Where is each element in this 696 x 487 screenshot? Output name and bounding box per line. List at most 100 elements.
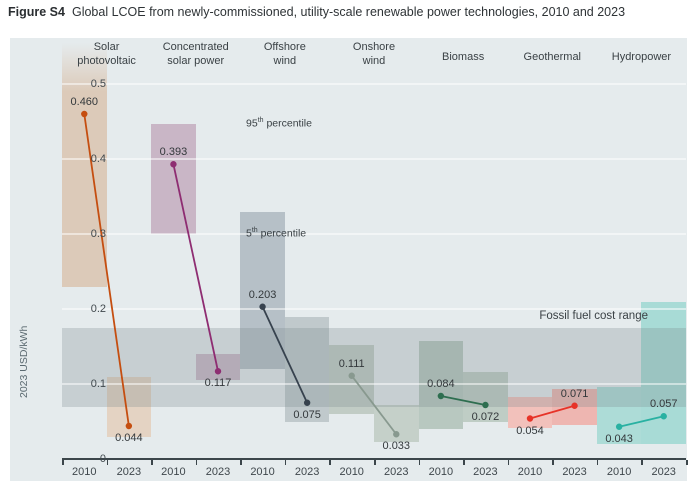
- data-point-onshore-wind-2010: [348, 372, 355, 379]
- tech-header-geothermal: Geothermal: [508, 41, 597, 65]
- x-label-onshore-wind-2023: 2023: [384, 466, 409, 478]
- x-tick: [284, 460, 287, 465]
- gridline-0.2: [62, 308, 686, 310]
- x-label-concentrated-solar-power-2023: 2023: [205, 466, 231, 478]
- y-tick-label-0: 0: [99, 453, 106, 465]
- data-point-hydropower-2010: [615, 423, 623, 430]
- x-label-hydropower-2010: 2010: [606, 466, 632, 478]
- value-label-concentrated-solar-power-2010: 0.393: [159, 146, 188, 159]
- value-label-offshore-wind-2010: 0.203: [248, 288, 277, 301]
- trend-line-onshore-wind: [350, 375, 398, 435]
- y-tick-label-0.2: 0.2: [90, 303, 106, 315]
- fossil-fuel-range-label: Fossil fuel cost range: [539, 310, 648, 322]
- value-label-onshore-wind-2010: 0.111: [338, 357, 365, 370]
- x-tick: [552, 460, 554, 465]
- tech-header-line: Offshore: [263, 41, 306, 53]
- y-tick-label-0.3: 0.3: [90, 228, 106, 240]
- gridline-0.5: [62, 83, 686, 85]
- tech-header-line: solar power: [167, 54, 225, 67]
- gridline-0.1: [62, 383, 686, 385]
- annotation-95th-percentile: 95th percentile: [246, 117, 312, 130]
- y-tick-label-0.5: 0.5: [90, 78, 106, 90]
- trend-line-concentrated-solar-power: [172, 164, 219, 372]
- x-tick: [62, 460, 64, 465]
- value-label-geothermal-2023: 0.071: [560, 387, 589, 400]
- x-label-solar-photovoltaic-2010: 2010: [72, 466, 97, 478]
- tech-header-line: wind: [362, 54, 386, 67]
- line-layer: [81, 110, 667, 438]
- tech-header-line: Geothermal: [523, 51, 582, 63]
- data-point-onshore-wind-2023: [393, 431, 400, 438]
- tech-header-offshore-wind: Offshore wind: [240, 41, 329, 68]
- value-label-onshore-wind-2023: 0.033: [382, 440, 411, 453]
- tech-header-line: photovoltaic: [77, 54, 136, 67]
- plot-area: 95th percentile 5th percentile Fossil fu…: [62, 38, 688, 478]
- x-label-onshore-wind-2010: 2010: [339, 466, 364, 478]
- tech-header-onshore-wind: Onshore wind: [329, 41, 418, 68]
- tech-header-hydropower: Hydropower: [597, 41, 686, 65]
- x-label-offshore-wind-2010: 2010: [250, 466, 275, 478]
- figure-title: Figure S4 Global LCOE from newly-commissi…: [8, 5, 625, 19]
- data-point-concentrated-solar-power-2023: [214, 368, 222, 375]
- band-hydropower-2010: [596, 387, 642, 444]
- x-label-geothermal-2010: 2010: [517, 466, 543, 478]
- data-point-biomass-2010: [437, 392, 445, 400]
- data-point-concentrated-solar-power-2010: [170, 161, 177, 168]
- x-label-hydropower-2023: 2023: [651, 466, 676, 478]
- x-tick: [507, 460, 510, 465]
- band-onshore-wind-2010: [329, 345, 374, 414]
- value-label-hydropower-2023: 0.057: [649, 398, 678, 411]
- value-label-concentrated-solar-power-2023: 0.117: [204, 377, 232, 390]
- data-point-geothermal-2023: [571, 402, 578, 409]
- data-point-offshore-wind-2010: [259, 303, 266, 310]
- x-tick: [240, 460, 242, 465]
- x-tick: [374, 460, 376, 465]
- x-label-geothermal-2023: 2023: [562, 466, 587, 478]
- band-geothermal-2010: [507, 396, 553, 428]
- value-label-offshore-wind-2023: 0.075: [293, 408, 321, 421]
- tech-header-line: Concentrated: [162, 41, 229, 53]
- data-point-solar-photovoltaic-2023: [125, 422, 133, 430]
- trend-line-hydropower: [618, 415, 664, 428]
- x-tick: [641, 460, 643, 465]
- x-tick: [418, 460, 421, 465]
- value-label-biomass-2023: 0.072: [471, 411, 500, 423]
- tech-header-line: Solar: [93, 41, 120, 53]
- annotation-5th-percentile: 5th percentile: [246, 227, 307, 240]
- gridline-0.3: [62, 233, 686, 235]
- band-offshore-wind-2010: [240, 211, 285, 369]
- y-tick-label-0.1: 0.1: [90, 378, 106, 390]
- value-label-solar-photovoltaic-2023: 0.044: [115, 432, 143, 444]
- data-point-biomass-2023: [482, 401, 489, 409]
- data-point-geothermal-2010: [526, 415, 534, 422]
- value-label-biomass-2010: 0.084: [427, 378, 455, 390]
- trend-line-solar-photovoltaic: [83, 113, 130, 427]
- tech-header-concentrated-solar-power: Concentrated solar power: [151, 41, 240, 68]
- gridline-0.4: [62, 158, 686, 160]
- band-biomass-2023: [463, 372, 508, 422]
- fossil-fuel-cost-range-band: [62, 327, 686, 407]
- value-label-geothermal-2010: 0.054: [516, 424, 544, 437]
- tech-header-line: Onshore: [352, 41, 396, 53]
- data-point-solar-photovoltaic-2010: [81, 110, 88, 118]
- trend-line-geothermal: [529, 404, 575, 420]
- value-label-solar-photovoltaic-2010: 0.460: [70, 96, 99, 108]
- figure-tag: Figure S4: [8, 5, 65, 19]
- tech-header-solar-photovoltaic: Solar photovoltaic: [62, 41, 151, 68]
- x-label-biomass-2010: 2010: [428, 466, 454, 478]
- x-label-solar-photovoltaic-2023: 2023: [116, 466, 142, 478]
- x-tick: [329, 460, 331, 465]
- tech-header-biomass: Biomass: [419, 41, 508, 65]
- trend-line-biomass: [440, 395, 486, 406]
- tech-header-line: wind: [273, 54, 297, 67]
- chart-panel: 2023 USD/kWh 95th percentile 5th percent…: [10, 38, 688, 481]
- y-tick-label-0.4: 0.4: [90, 153, 106, 165]
- x-tick: [151, 460, 153, 465]
- x-label-concentrated-solar-power-2010: 2010: [161, 466, 186, 478]
- data-point-offshore-wind-2023: [303, 399, 311, 406]
- x-tick: [195, 460, 198, 465]
- x-axis-line: [62, 458, 686, 460]
- value-label-hydropower-2010: 0.043: [605, 432, 633, 445]
- x-tick: [106, 460, 109, 465]
- y-axis-title: 2023 USD/kWh: [18, 325, 30, 398]
